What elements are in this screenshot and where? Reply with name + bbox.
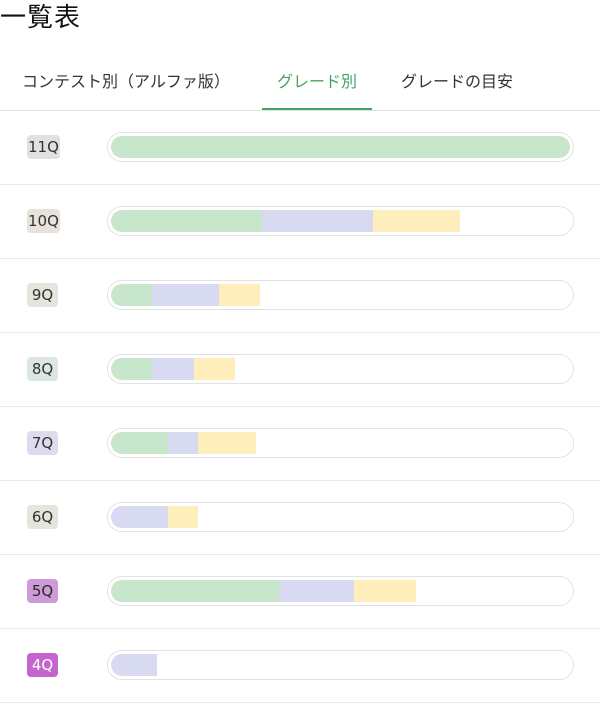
grade-badge[interactable]: 5Q [27,579,58,603]
progress-track [107,576,574,606]
progress-segment-green [111,580,279,602]
grade-row: 10Q [0,185,600,259]
progress-segment-yellow [354,580,417,602]
grade-row: 8Q [0,333,600,407]
grade-badge[interactable]: 10Q [27,209,60,233]
progress-track [107,502,574,532]
progress-track [107,206,574,236]
progress-track [107,428,574,458]
progress-segment-blue [262,210,373,232]
progress-segment-green [111,284,153,306]
progress-track [107,280,574,310]
grade-row: 7Q [0,407,600,481]
progress-segment-blue [278,580,355,602]
grade-row: 9Q [0,259,600,333]
progress-bar [111,506,570,528]
progress-track [107,354,574,384]
grade-badge[interactable]: 8Q [27,357,58,381]
progress-bar [111,432,570,454]
progress-bar [111,654,570,676]
grade-badge[interactable]: 7Q [27,431,58,455]
progress-segment-green [111,358,153,380]
progress-bar [111,210,570,232]
progress-segment-blue [152,358,194,380]
progress-bar [111,136,570,158]
progress-segment-green [111,136,570,158]
progress-segment-green [111,210,263,232]
grade-badge[interactable]: 4Q [27,653,58,677]
progress-bar [111,358,570,380]
tab-by-contest[interactable]: コンテスト別（アルファ版） [22,72,230,91]
progress-segment-yellow [218,284,261,306]
grade-row: 5Q [0,555,600,629]
grade-row: 6Q [0,481,600,555]
progress-track [107,650,574,680]
progress-segment-blue [152,284,219,306]
progress-segment-yellow [198,432,256,454]
grade-badge[interactable]: 11Q [27,135,60,159]
progress-bar [111,580,570,602]
progress-segment-yellow [372,210,460,232]
progress-bar [111,284,570,306]
tab-grade-guide[interactable]: グレードの目安 [400,72,513,91]
progress-segment-blue [111,654,157,676]
grade-row: 11Q [0,111,600,185]
tab-by-grade[interactable]: グレード別 [262,58,372,110]
tab-bar: コンテスト別（アルファ版） グレード別 グレードの目安 [0,58,600,111]
progress-segment-green [111,432,169,454]
progress-segment-yellow [168,506,199,528]
grade-row: 4Q [0,629,600,703]
grade-table: 11Q 10Q 9Q 8Q 7Q 6Q 5Q 4Q [0,111,600,703]
progress-segment-blue [168,432,199,454]
progress-segment-blue [111,506,169,528]
page-title: 一覧表 [0,3,82,33]
progress-segment-yellow [193,358,235,380]
progress-track [107,132,574,162]
grade-badge[interactable]: 9Q [27,283,58,307]
grade-badge[interactable]: 6Q [27,505,58,529]
